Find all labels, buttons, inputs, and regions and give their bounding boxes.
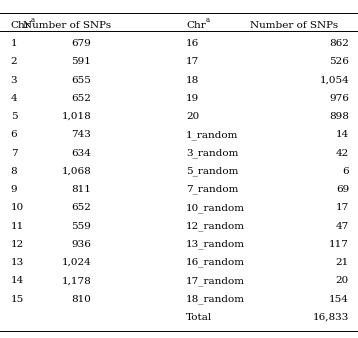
Text: Total: Total [186, 313, 212, 322]
Text: 3: 3 [11, 76, 18, 84]
Text: 117: 117 [329, 240, 349, 249]
Text: 810: 810 [71, 295, 91, 304]
Text: 20: 20 [336, 276, 349, 285]
Text: 154: 154 [329, 295, 349, 304]
Text: 17: 17 [336, 203, 349, 212]
Text: 1,024: 1,024 [62, 258, 91, 267]
Text: 16,833: 16,833 [313, 313, 349, 322]
Text: 10: 10 [11, 203, 24, 212]
Text: 12: 12 [11, 240, 24, 249]
Text: 11: 11 [11, 222, 24, 231]
Text: 17_random: 17_random [186, 276, 245, 286]
Text: 1,178: 1,178 [62, 276, 91, 285]
Text: 10_random: 10_random [186, 203, 245, 213]
Text: 5: 5 [11, 112, 18, 121]
Text: 42: 42 [336, 149, 349, 158]
Text: 19: 19 [186, 94, 199, 103]
Text: 6: 6 [11, 130, 18, 139]
Text: 18: 18 [186, 76, 199, 84]
Text: 652: 652 [71, 203, 91, 212]
Text: 679: 679 [71, 39, 91, 48]
Text: 811: 811 [71, 185, 91, 194]
Text: 14: 14 [336, 130, 349, 139]
Text: Number of SNPs: Number of SNPs [23, 21, 111, 30]
Text: 1,054: 1,054 [319, 76, 349, 84]
Text: 1,068: 1,068 [62, 167, 91, 176]
Text: 1: 1 [11, 39, 18, 48]
Text: 898: 898 [329, 112, 349, 121]
Text: a: a [30, 16, 35, 24]
Text: 12_random: 12_random [186, 221, 245, 231]
Text: 559: 559 [71, 222, 91, 231]
Text: 47: 47 [336, 222, 349, 231]
Text: 13_random: 13_random [186, 240, 245, 249]
Text: 862: 862 [329, 39, 349, 48]
Text: 7_random: 7_random [186, 185, 238, 194]
Text: 8: 8 [11, 167, 18, 176]
Text: 1,018: 1,018 [62, 112, 91, 121]
Text: 13: 13 [11, 258, 24, 267]
Text: 18_random: 18_random [186, 294, 245, 304]
Text: 16_random: 16_random [186, 258, 245, 267]
Text: 20: 20 [186, 112, 199, 121]
Text: 976: 976 [329, 94, 349, 103]
Text: Number of SNPs: Number of SNPs [250, 21, 339, 30]
Text: Chr: Chr [186, 21, 206, 30]
Text: Chr: Chr [11, 21, 30, 30]
Text: 652: 652 [71, 94, 91, 103]
Text: 634: 634 [71, 149, 91, 158]
Text: 5_random: 5_random [186, 167, 238, 176]
Text: 14: 14 [11, 276, 24, 285]
Text: 69: 69 [336, 185, 349, 194]
Text: 21: 21 [336, 258, 349, 267]
Text: 4: 4 [11, 94, 18, 103]
Text: 7: 7 [11, 149, 18, 158]
Text: 2: 2 [11, 57, 18, 66]
Text: 17: 17 [186, 57, 199, 66]
Text: 591: 591 [71, 57, 91, 66]
Text: 526: 526 [329, 57, 349, 66]
Text: 6: 6 [342, 167, 349, 176]
Text: 655: 655 [71, 76, 91, 84]
Text: 16: 16 [186, 39, 199, 48]
Text: 936: 936 [71, 240, 91, 249]
Text: 15: 15 [11, 295, 24, 304]
Text: 743: 743 [71, 130, 91, 139]
Text: a: a [206, 16, 210, 24]
Text: 9: 9 [11, 185, 18, 194]
Text: 3_random: 3_random [186, 148, 238, 158]
Text: 1_random: 1_random [186, 130, 238, 140]
